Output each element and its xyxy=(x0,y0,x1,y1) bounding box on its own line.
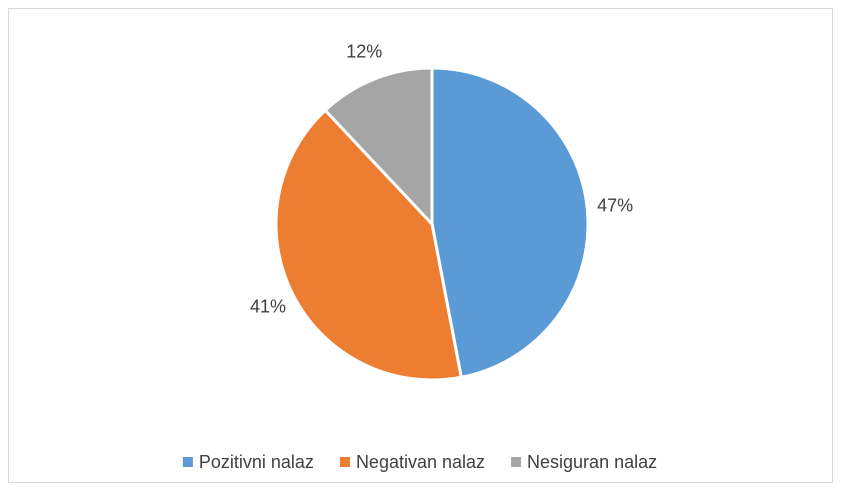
legend-label: Negativan nalaz xyxy=(356,452,485,472)
legend-swatch xyxy=(339,457,350,467)
legend-label: Nesiguran nalaz xyxy=(527,452,657,472)
legend-swatch xyxy=(511,457,522,467)
data-label: 41% xyxy=(250,296,286,316)
pie-slice xyxy=(274,108,463,382)
pie-slice xyxy=(323,66,434,228)
legend-label: Pozitivni nalaz xyxy=(199,452,314,472)
data-label: 12% xyxy=(346,42,382,62)
data-label: 47% xyxy=(597,195,633,215)
pie-slice xyxy=(430,66,590,379)
legend-swatch xyxy=(182,457,193,467)
